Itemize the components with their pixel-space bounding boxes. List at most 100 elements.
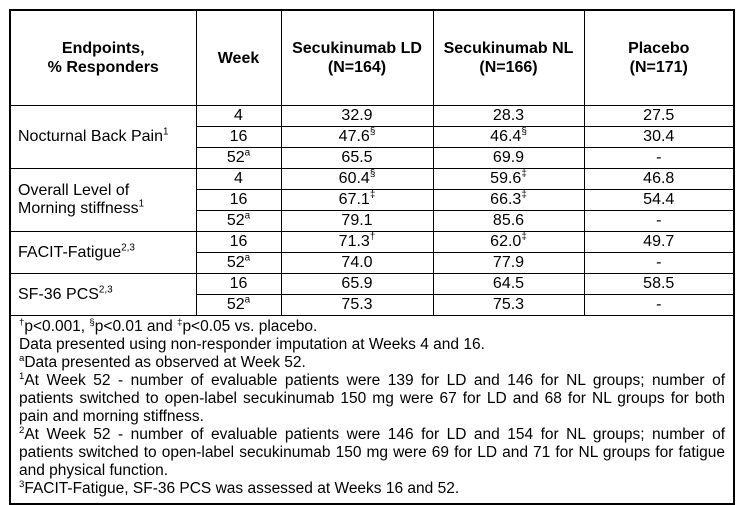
secukinumab-ld-value-cell: 65.5	[280, 147, 434, 169]
col-header-secukinumab-ld-line1: Secukinumab LD	[292, 40, 422, 57]
secukinumab-nl-value-cell: 59.6‡	[432, 168, 585, 190]
endpoint-label-line: Morning stiffness1	[18, 198, 145, 217]
footnote-line: Data presented using non-responder imput…	[19, 336, 485, 353]
superscript-marker: a	[244, 294, 251, 306]
week-cell: 16	[195, 126, 282, 148]
footnote-marker: a	[19, 352, 25, 364]
secukinumab-nl-value-cell: 66.3‡	[432, 189, 585, 211]
secukinumab-ld-value-cell: 67.1‡	[280, 189, 434, 211]
week-cell: 4	[195, 105, 282, 127]
col-header-endpoints-line2: % Responders	[47, 59, 159, 76]
week-cell: 16	[195, 189, 282, 211]
superscript-marker: §	[369, 168, 376, 180]
endpoint-footnote-marker: 1	[138, 198, 145, 210]
col-header-secukinumab-nl-line1: Secukinumab NL	[443, 40, 574, 57]
footnote-line: aData presented as observed at Week 52.	[19, 352, 306, 371]
secukinumab-nl-value-cell: 69.9	[432, 147, 585, 169]
placebo-value-cell: 27.5	[583, 105, 735, 127]
secukinumab-ld-value-cell: 74.0	[280, 252, 434, 274]
endpoint-footnote-marker: 1	[162, 126, 169, 138]
footnote-marker: §	[89, 316, 95, 328]
secukinumab-nl-value-cell: 85.6	[432, 210, 585, 232]
placebo-value-cell: -	[583, 147, 735, 169]
secukinumab-nl-value-cell: 64.5	[432, 273, 585, 295]
week-cell: 52a	[195, 294, 282, 316]
table-row: 16 47.6§ 46.4§ 30.4	[10, 126, 735, 148]
footnote-marker: 1	[19, 370, 25, 382]
col-header-endpoints-line1: Endpoints,	[61, 40, 145, 57]
footnote-line: 3FACIT-Fatigue, SF-36 PCS was assessed a…	[19, 478, 460, 497]
secukinumab-ld-value-cell: 79.1	[280, 210, 434, 232]
footnote-marker: ‡	[177, 316, 183, 328]
col-header-placebo-n: (N=171)	[629, 59, 688, 76]
footnote-line: 2At Week 52 - number of evaluable patien…	[19, 424, 725, 479]
placebo-value-cell: 58.5	[583, 273, 735, 295]
week-cell: 16	[195, 231, 282, 253]
endpoint-label-line: SF-36 PCS2,3	[18, 284, 113, 303]
placebo-value-cell: 46.8	[583, 168, 735, 190]
footnote-line: †p<0.001, §p<0.01 and ‡p<0.05 vs. placeb…	[19, 316, 318, 335]
results-table: Endpoints, % Responders Week Secukinumab…	[9, 9, 735, 505]
superscript-marker: ‡	[369, 189, 376, 201]
endpoint-footnote-marker: 2,3	[121, 242, 135, 254]
superscript-marker: §	[521, 126, 527, 138]
col-header-endpoints: Endpoints, % Responders	[9, 9, 197, 106]
secukinumab-ld-value-cell: 75.3	[280, 294, 434, 316]
superscript-marker: ‡	[521, 231, 527, 243]
week-cell: 4	[195, 168, 282, 190]
superscript-marker: †	[369, 231, 376, 243]
footnote-marker: 2	[19, 424, 25, 436]
placebo-value-cell: -	[583, 294, 735, 316]
superscript-marker: a	[244, 210, 251, 222]
secukinumab-ld-value-cell: 71.3†	[280, 231, 434, 253]
table-row: 16 67.1‡ 66.3‡ 54.4	[10, 189, 735, 211]
superscript-marker: ‡	[521, 189, 527, 201]
week-cell: 16	[195, 273, 282, 295]
header-row: Endpoints, % Responders Week Secukinumab…	[9, 9, 735, 106]
endpoint-footnote-marker: 2,3	[98, 284, 113, 296]
placebo-value-cell: 49.7	[583, 231, 735, 253]
placebo-value-cell: -	[583, 210, 735, 232]
endpoint-cell: SF-36 PCS2,3	[9, 273, 197, 316]
table-row: SF-36 PCS2,3 16 65.9 64.5 58.5	[9, 273, 735, 316]
footnotes-row: †p<0.001, §p<0.01 and ‡p<0.05 vs. placeb…	[9, 315, 735, 505]
table-row: 52a 79.1 85.6-	[10, 210, 735, 232]
table-row: 52a 65.5 69.9-	[10, 147, 735, 169]
superscript-marker: a	[244, 147, 251, 159]
placebo-value-cell: -	[583, 252, 735, 274]
secukinumab-ld-value-cell: 60.4§	[280, 168, 434, 190]
secukinumab-nl-value-cell: 75.3	[432, 294, 585, 316]
table-row: Overall Level of Morning stiffness1 4 60.4§…	[9, 168, 735, 232]
endpoint-label-line: Overall Level of	[18, 182, 130, 199]
secukinumab-nl-value-cell: 77.9	[432, 252, 585, 274]
endpoint-label-line: FACIT-Fatigue2,3	[18, 242, 135, 261]
secukinumab-ld-value-cell: 47.6§	[280, 126, 434, 148]
secukinumab-nl-value-cell: 28.3	[432, 105, 585, 127]
table-row: 52a 75.3 75.3-	[10, 294, 735, 316]
week-cell: 52a	[195, 147, 282, 169]
secukinumab-ld-value-cell: 32.9	[280, 105, 434, 127]
secukinumab-nl-value-cell: 46.4§	[432, 126, 585, 148]
week-cell: 52a	[195, 210, 282, 232]
col-header-week: Week	[195, 9, 282, 106]
placebo-value-cell: 30.4	[583, 126, 735, 148]
endpoint-cell: Overall Level of Morning stiffness1	[9, 168, 197, 232]
col-header-secukinumab-nl-n: (N=166)	[479, 59, 538, 76]
table-row: FACIT-Fatigue2,3 16 71.3† 62.0‡ 49.7	[9, 231, 735, 274]
endpoint-cell: FACIT-Fatigue2,3	[9, 231, 197, 274]
col-header-secukinumab-ld-n: (N=164)	[327, 59, 387, 76]
superscript-marker: ‡	[521, 168, 527, 180]
secukinumab-nl-value-cell: 62.0‡	[432, 231, 585, 253]
superscript-marker: §	[369, 126, 376, 138]
footnotes-section: †p<0.001, §p<0.01 and ‡p<0.05 vs. placeb…	[9, 315, 735, 505]
col-header-placebo: Placebo (N=171)	[583, 9, 735, 106]
placebo-value-cell: 54.4	[583, 189, 735, 211]
col-header-secukinumab-ld: Secukinumab LD (N=164)	[280, 9, 434, 106]
col-header-secukinumab-nl: Secukinumab NL (N=166)	[432, 9, 585, 106]
secukinumab-ld-value-cell: 65.9	[280, 273, 434, 295]
endpoint-label-line: Nocturnal Back Pain1	[18, 126, 169, 145]
superscript-marker: a	[244, 252, 251, 264]
results-table-container: Endpoints, % Responders Week Secukinumab…	[9, 9, 735, 505]
footnote-line: 1At Week 52 - number of evaluable patien…	[19, 370, 725, 425]
footnote-marker: 3	[19, 478, 25, 490]
